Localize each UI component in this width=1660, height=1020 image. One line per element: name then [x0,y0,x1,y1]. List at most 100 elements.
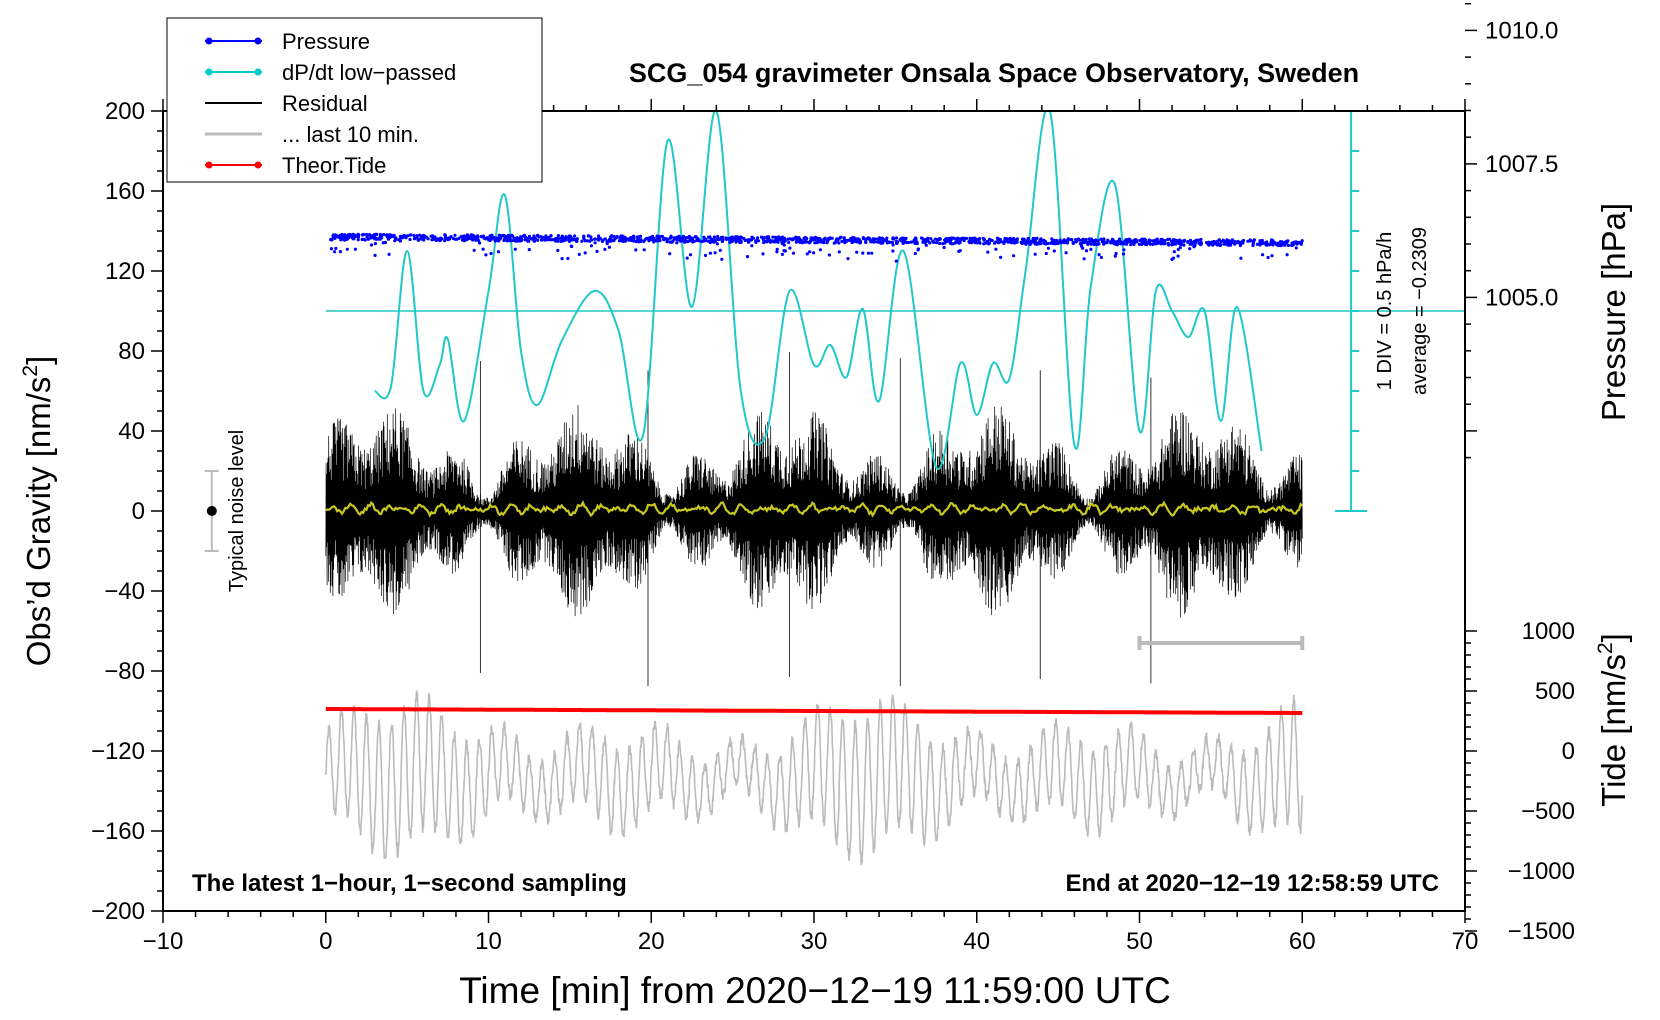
pressure-point [635,235,640,239]
pressure-point [872,237,877,241]
pressure-point [1265,243,1269,247]
pressure-point [1009,237,1013,241]
pressure-point [932,240,936,244]
pressure-point [900,236,904,240]
pressure-point [668,240,672,244]
pressure-point [1206,242,1210,246]
pressure-point [877,240,881,244]
pressure-point [1167,243,1171,247]
pressure-point [700,239,704,244]
pressure-point [1240,240,1244,244]
pressure-point [608,238,612,243]
pressure-point [536,233,540,237]
tide-tick-label: 1000 [1522,618,1575,645]
pressure-point [861,251,865,255]
pressure-point [1137,242,1141,246]
pressure-point [459,235,463,239]
pressure-point [1300,239,1304,243]
pressure-point [1026,236,1030,241]
pressure-point [688,239,692,243]
legend-label: Residual [282,91,368,116]
pressure-point [603,247,607,251]
pressure-point [551,238,556,242]
pressure-point [818,248,823,252]
pressure-point [771,240,776,244]
pressure-point [709,238,714,242]
pressure-point [712,235,717,239]
pressure-point [928,241,932,245]
y-tick-label: −160 [91,818,145,845]
pressure-point [768,240,773,244]
pressure-point [1049,241,1053,245]
pressure-point [1089,237,1094,241]
pressure-point [997,237,1002,241]
pressure-point [1225,238,1229,242]
pressure-point [422,238,426,242]
sampling-note: The latest 1−hour, 1−second sampling [192,870,627,897]
pressure-point [977,239,981,243]
pressure-point [329,237,333,241]
pressure-point [513,247,517,251]
pressure-point [742,236,746,241]
pressure-point [564,238,568,242]
y-axis-gravity: 200 160 120 80 40 0 −40 −80 −120 −160 −200 [91,98,163,925]
pressure-point [750,244,754,248]
pressure-point [652,240,656,244]
pressure-point [1153,238,1157,242]
pressure-point [906,240,911,245]
pressure-point [567,238,571,242]
legend-marker [254,161,262,169]
pressure-point [1217,238,1221,242]
pressure-point [1182,238,1187,242]
pressure-point [568,234,573,238]
pressure-point [713,251,717,255]
pressure-point [451,236,455,241]
pressure-point [718,237,722,241]
pressure-point [1258,239,1262,243]
pressure-point [685,256,689,260]
pressure-point [1046,241,1050,246]
pressure-point [967,240,971,244]
pressure-point [1081,246,1085,250]
pressure-point [1199,241,1204,246]
pressure-point [1166,237,1170,241]
pressure-point [1046,246,1050,250]
pressure-point [1192,239,1197,243]
pressure-point [423,235,427,239]
pressure-point [1161,238,1165,242]
pressure-point [508,238,512,242]
pressure-point [373,236,377,241]
pressure-point [804,236,808,240]
pressure-point [360,233,364,237]
pressure-point [948,238,953,242]
pressure-point [1057,241,1061,245]
pressure-point [368,236,373,240]
pressure-point [1065,241,1069,245]
pressure-point [1121,252,1126,256]
pressure-point [532,234,536,238]
pressure-point [1096,239,1100,243]
pressure-point [526,236,531,240]
pressure-point [679,239,683,243]
pressure-point [660,234,665,238]
pressure-point [783,236,787,241]
pressure-point [1278,243,1282,247]
pressure-point [343,234,347,238]
pressure-point [1099,255,1103,260]
pressure-point [408,233,412,237]
pressure-point [431,237,435,241]
pressure-point [805,252,809,256]
pressure-point [489,251,493,256]
pressure-point [1012,236,1016,241]
pressure-point [825,240,830,244]
pressure-point [329,247,333,251]
pressure-point [512,236,516,240]
x-tick-label: −10 [143,928,184,955]
pressure-point [639,238,643,242]
pressure-point [1261,253,1265,257]
pressure-point [822,241,826,245]
pressure-point [1035,242,1039,246]
pressure-point [715,242,720,246]
pressure-point [595,249,599,253]
residual-mean-series [325,500,1304,518]
